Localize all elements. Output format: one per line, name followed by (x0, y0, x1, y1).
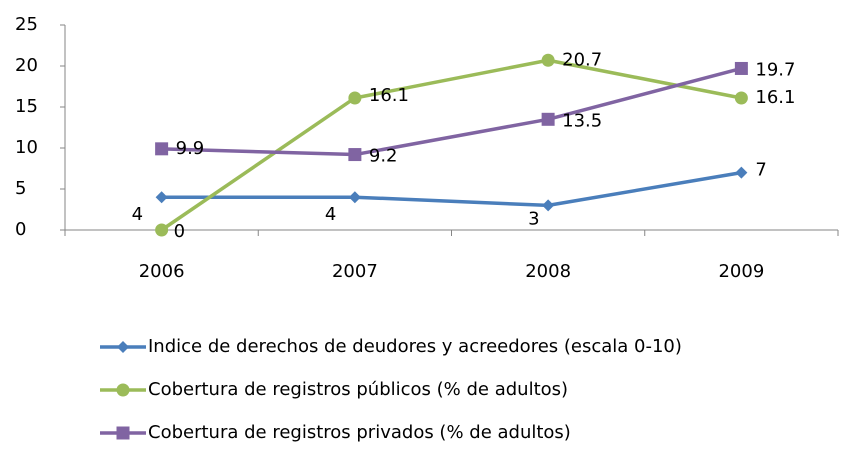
data-label: 3 (528, 208, 539, 229)
marker (155, 191, 168, 204)
data-label: 4 (325, 204, 336, 225)
legend-label: Indice de derechos de deudores y acreedo… (148, 336, 682, 357)
data-label: 9.2 (369, 146, 398, 167)
marker (734, 61, 748, 75)
series-line (160, 58, 742, 232)
marker (542, 199, 555, 212)
data-label: 9.9 (176, 138, 205, 159)
y-tick-label: 20 (15, 55, 38, 76)
y-tick-label: 5 (15, 178, 26, 199)
x-tick-label: 2006 (139, 261, 185, 282)
data-label: 4 (132, 204, 143, 225)
marker (116, 426, 130, 440)
legend-label: Cobertura de registros públicos (% de ad… (148, 379, 568, 400)
marker (541, 112, 555, 126)
marker (116, 383, 130, 397)
marker (348, 148, 362, 162)
marker (117, 341, 129, 353)
series-line (161, 170, 742, 208)
data-label: 7 (755, 160, 766, 181)
data-label: 13.5 (562, 110, 602, 131)
marker (155, 223, 169, 237)
series (155, 53, 748, 237)
x-tick-label: 2008 (525, 261, 571, 282)
data-label: 20.7 (562, 49, 602, 70)
y-tick-label: 10 (15, 137, 38, 158)
x-tick-label: 2007 (332, 261, 378, 282)
marker (734, 91, 748, 105)
marker (541, 53, 555, 67)
series (155, 61, 748, 162)
series-line (161, 66, 742, 157)
data-label: 0 (174, 221, 185, 242)
marker (348, 191, 361, 204)
series (155, 166, 748, 212)
data-label: 19.7 (755, 59, 795, 80)
marker (348, 91, 362, 105)
x-tick-label: 2009 (718, 261, 764, 282)
y-tick-label: 25 (15, 14, 38, 35)
data-label: 16.1 (755, 87, 795, 108)
data-label: 16.1 (369, 85, 409, 106)
marker (735, 166, 748, 179)
legend-label: Cobertura de registros privados (% de ad… (148, 422, 571, 443)
y-tick-label: 0 (15, 219, 26, 240)
marker (155, 142, 169, 156)
y-tick-label: 15 (15, 96, 38, 117)
